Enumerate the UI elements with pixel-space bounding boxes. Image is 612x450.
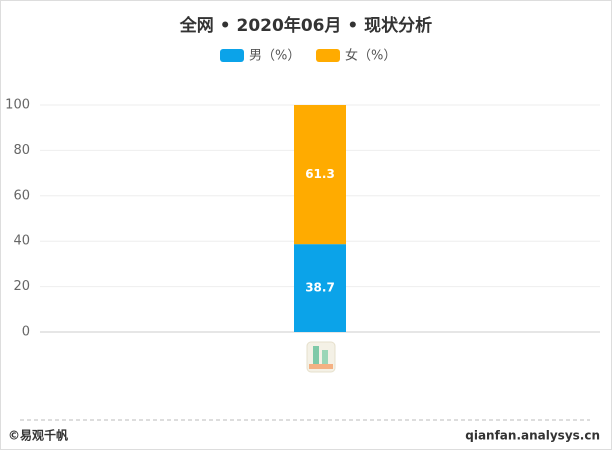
data-label: 38.7 xyxy=(305,281,335,295)
chart-title: 全网 • 2020年06月 • 现状分析 xyxy=(179,15,432,36)
y-tick-label: 20 xyxy=(13,279,30,294)
category-icon xyxy=(306,341,336,373)
y-tick-label: 80 xyxy=(13,143,30,158)
legend-label: 女（%） xyxy=(345,48,396,64)
legend-swatch xyxy=(316,49,340,62)
y-tick-label: 0 xyxy=(22,325,30,340)
footer-left: ©易观千帆 xyxy=(8,428,68,443)
y-tick-label: 40 xyxy=(13,234,30,249)
bar-segment xyxy=(294,244,346,332)
y-tick-label: 60 xyxy=(13,188,30,203)
legend-label: 男（%） xyxy=(249,49,300,64)
bar-segment xyxy=(294,105,346,245)
data-label: 61.3 xyxy=(305,167,335,181)
footer-right: qianfan.analysys.cn xyxy=(465,429,600,443)
y-tick-label: 100 xyxy=(5,98,30,113)
legend-swatch xyxy=(220,49,244,62)
